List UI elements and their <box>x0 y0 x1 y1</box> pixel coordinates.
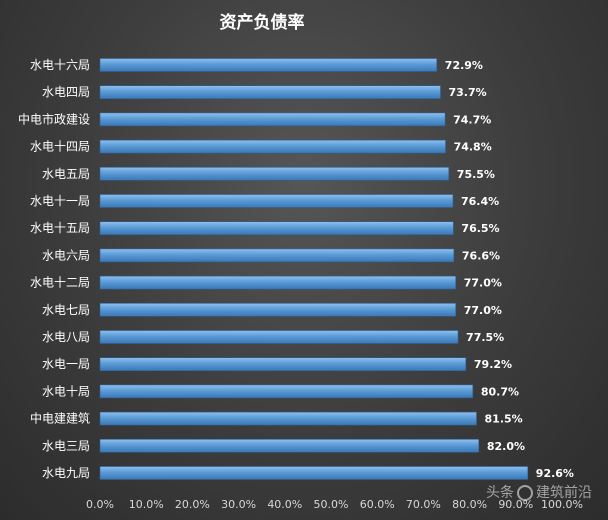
watermark-logo-icon <box>517 485 533 501</box>
value-label: 73.7% <box>448 86 486 99</box>
category-label: 水电十二局 <box>30 276 90 290</box>
x-tick-label: 90.0% <box>498 498 533 511</box>
category-label: 水电三局 <box>42 439 90 453</box>
category-label: 水电十六局 <box>30 58 90 72</box>
value-label: 81.5% <box>485 413 523 426</box>
category-label: 中电市政建设 <box>18 111 90 126</box>
bar <box>99 112 446 127</box>
value-label: 92.6% <box>536 467 574 480</box>
value-label: 72.9% <box>445 59 483 72</box>
x-tick-label: 50.0% <box>314 498 349 511</box>
value-label: 76.4% <box>461 195 499 208</box>
x-tick-label: 100.0% <box>541 498 583 511</box>
value-label: 76.5% <box>461 222 499 235</box>
bar <box>99 167 450 181</box>
bar <box>99 466 529 480</box>
bar <box>99 411 477 426</box>
value-label: 75.5% <box>457 168 495 181</box>
category-label: 水电七局 <box>42 303 90 317</box>
bars-group: 水电十六局 72.9% 水电四局 73.7% 中电市政建设 74.7% 水电十四局 74.8%… <box>18 58 574 480</box>
value-label: 77.0% <box>464 304 502 317</box>
x-tick-label: 0.0% <box>86 498 114 511</box>
category-label: 水电五局 <box>42 167 90 181</box>
bar <box>99 194 454 208</box>
category-label: 水电九局 <box>42 466 90 480</box>
category-label: 水电十五局 <box>30 221 90 235</box>
category-label: 水电十局 <box>42 384 90 398</box>
value-label: 74.8% <box>454 141 492 154</box>
bar <box>99 58 438 72</box>
x-tick-label: 20.0% <box>175 498 210 511</box>
category-label: 水电十四局 <box>30 140 90 154</box>
bar <box>99 302 457 317</box>
category-label: 水电八局 <box>42 330 90 344</box>
watermark: 头条 建筑前沿 <box>486 482 592 502</box>
watermark-left-text: 头条 <box>486 485 514 501</box>
value-label: 82.0% <box>487 440 525 453</box>
value-label: 74.7% <box>453 113 491 126</box>
value-label: 76.6% <box>462 249 500 262</box>
bar <box>99 248 455 263</box>
bar <box>99 357 467 372</box>
category-label: 中电建建筑 <box>30 411 90 426</box>
x-axis: 0.0% 10.0% 20.0% 30.0% 40.0% 50.0% 60.0% 70.0% 8… <box>86 498 583 511</box>
x-tick-label: 80.0% <box>452 498 487 511</box>
bar <box>99 221 454 235</box>
category-label: 水电十一局 <box>30 194 90 208</box>
value-label: 77.5% <box>466 331 504 344</box>
x-tick-label: 10.0% <box>129 498 164 511</box>
value-label: 77.0% <box>464 277 502 290</box>
x-tick-label: 40.0% <box>267 498 302 511</box>
watermark-right-text: 建筑前沿 <box>536 485 592 501</box>
bar <box>99 438 480 453</box>
category-label: 水电四局 <box>42 85 90 99</box>
chart-title: 资产负债率 <box>220 12 305 33</box>
bar <box>99 139 446 154</box>
category-label: 水电六局 <box>42 248 90 262</box>
x-tick-label: 60.0% <box>360 498 395 511</box>
bar <box>99 275 457 290</box>
bar <box>99 85 441 99</box>
value-label: 80.7% <box>481 385 519 398</box>
value-label: 79.2% <box>474 358 512 371</box>
bar <box>99 384 474 399</box>
bar <box>99 330 459 344</box>
x-tick-label: 70.0% <box>406 498 441 511</box>
category-label: 水电一局 <box>42 357 90 371</box>
x-tick-label: 30.0% <box>221 498 256 511</box>
